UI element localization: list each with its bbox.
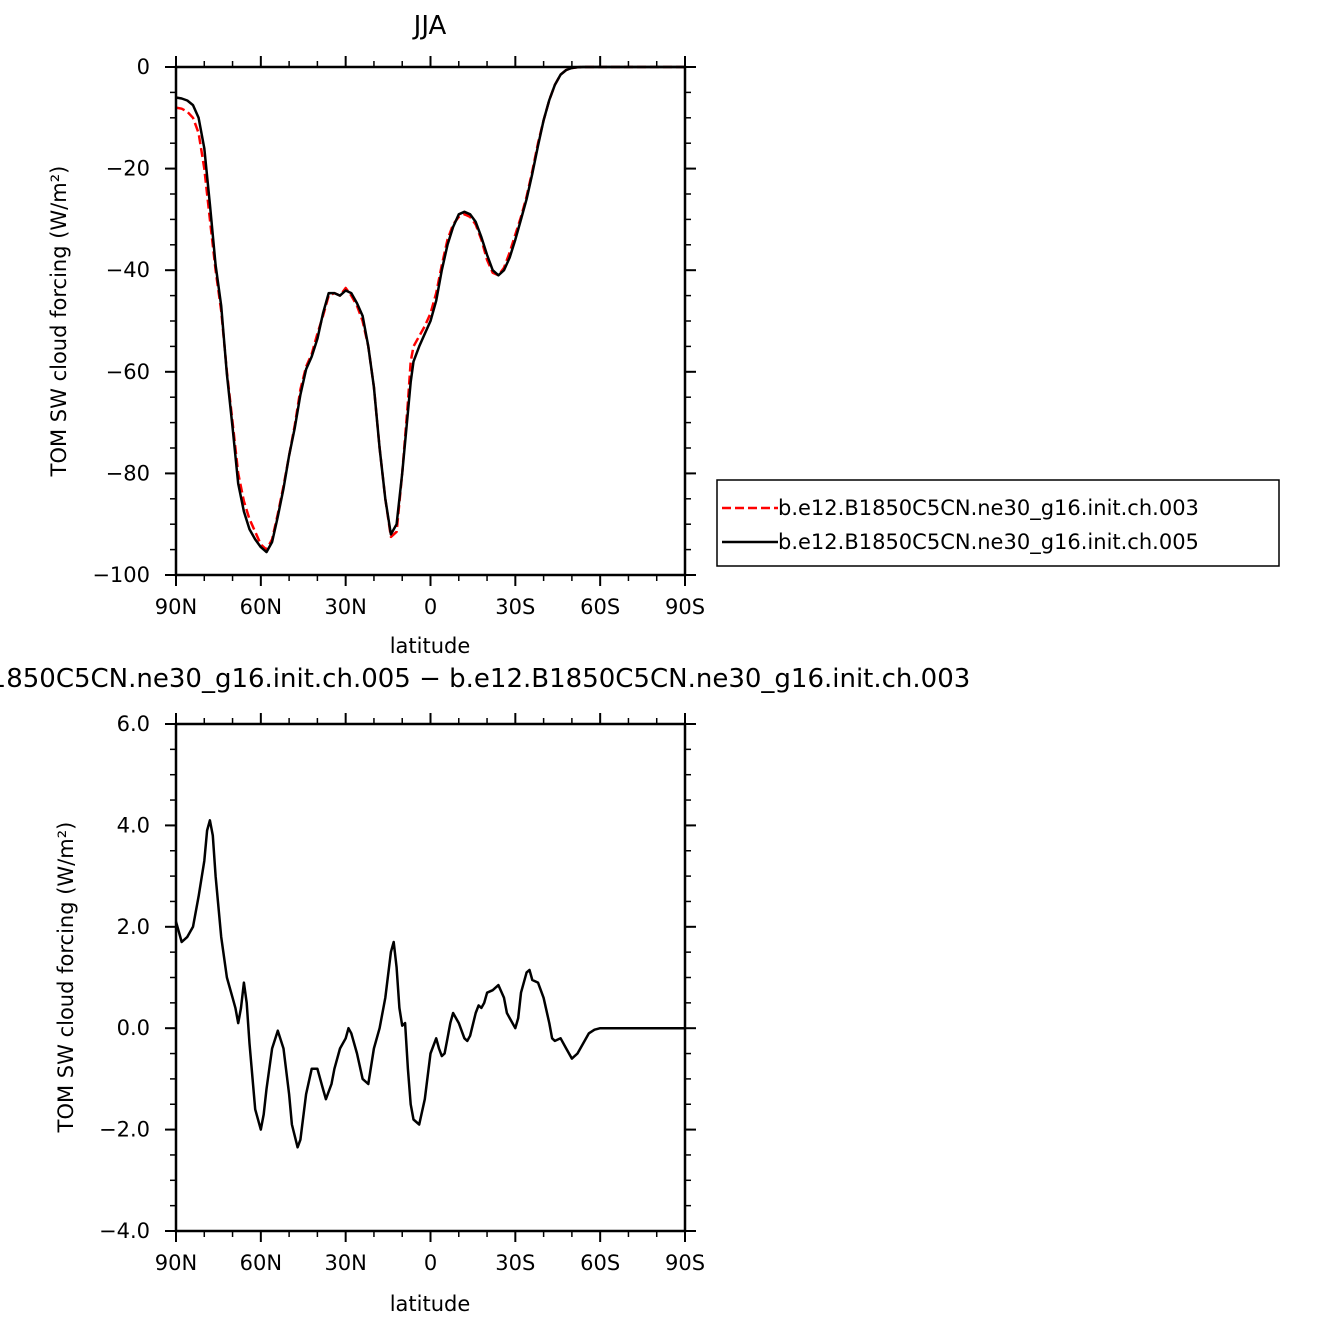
bottom-panel: b.e12.B1850C5CN.ne30_g16.init.ch.005 − b… — [0, 664, 970, 1316]
top-x-tick-label-3: 0 — [424, 595, 437, 619]
top-series-line-0 — [175, 65, 685, 551]
bottom-series-line-0 — [174, 819, 685, 1149]
legend-label-series-005: b.e12.B1850C5CN.ne30_g16.init.ch.005 — [778, 530, 1199, 555]
bottom-y-tick-label-4: −2.0 — [99, 1118, 150, 1142]
bottom-y-tick-label-0: 6.0 — [117, 712, 150, 736]
top-y-tick-label-1: −20 — [106, 157, 150, 181]
top-x-axis-label: latitude — [390, 634, 471, 658]
top-x-tick-label-0: 90N — [155, 595, 197, 619]
bottom-x-tick-label-5: 60S — [580, 1251, 620, 1275]
top-x-tick-label-6: 90S — [665, 595, 705, 619]
top-plot-title: JJA — [412, 11, 447, 41]
bottom-plot-frame — [174, 722, 687, 1233]
bottom-y-tick-label-2: 2.0 — [117, 915, 150, 939]
top-x-tick-label-1: 60N — [240, 595, 282, 619]
bottom-series-lines — [174, 819, 685, 1149]
top-series-lines — [175, 65, 685, 554]
top-y-tick-label-3: −60 — [106, 360, 150, 384]
top-x-tick-label-4: 30S — [495, 595, 535, 619]
bottom-x-axis-label: latitude — [390, 1292, 471, 1316]
top-panel: JJA 90N 60N 30N 0 30S 60S 90S 0 −20 −40 −60 −80 −100… — [47, 11, 1280, 658]
top-y-tick-label-2: −40 — [106, 258, 150, 282]
legend-box — [716, 479, 1280, 567]
top-y-tick-label-0: 0 — [137, 55, 150, 79]
bottom-axis-ticks: 90N 60N 30N 0 30S 60S 90S 6.0 4.0 2.0 0.0 −2.0 −4.0 — [99, 712, 705, 1275]
legend: b.e12.B1850C5CN.ne30_g16.init.ch.003 b.e… — [716, 479, 1280, 567]
bottom-x-tick-label-2: 30N — [324, 1251, 366, 1275]
bottom-plot-title: b.e12.B1850C5CN.ne30_g16.init.ch.005 − b… — [0, 664, 970, 694]
bottom-y-axis-label: TOM SW cloud forcing (W/m²) — [54, 822, 78, 1134]
top-axis-ticks: 90N 60N 30N 0 30S 60S 90S 0 −20 −40 −60 −80 −100 — [92, 55, 705, 619]
bottom-x-tick-label-3: 0 — [424, 1251, 437, 1275]
top-x-tick-label-2: 30N — [324, 595, 366, 619]
bottom-y-tick-label-1: 4.0 — [117, 813, 150, 837]
bottom-y-tick-label-3: 0.0 — [117, 1016, 150, 1040]
bottom-x-tick-label-1: 60N — [240, 1251, 282, 1275]
top-y-tick-label-5: −100 — [92, 563, 150, 587]
top-x-tick-label-5: 60S — [580, 595, 620, 619]
bottom-x-tick-label-4: 30S — [495, 1251, 535, 1275]
top-y-axis-label: TOM SW cloud forcing (W/m²) — [47, 166, 71, 478]
bottom-x-tick-label-6: 90S — [665, 1251, 705, 1275]
top-y-tick-label-4: −80 — [106, 461, 150, 485]
bottom-x-tick-label-0: 90N — [155, 1251, 197, 1275]
legend-label-series-003: b.e12.B1850C5CN.ne30_g16.init.ch.003 — [778, 496, 1199, 521]
bottom-y-tick-label-5: −4.0 — [99, 1219, 150, 1243]
